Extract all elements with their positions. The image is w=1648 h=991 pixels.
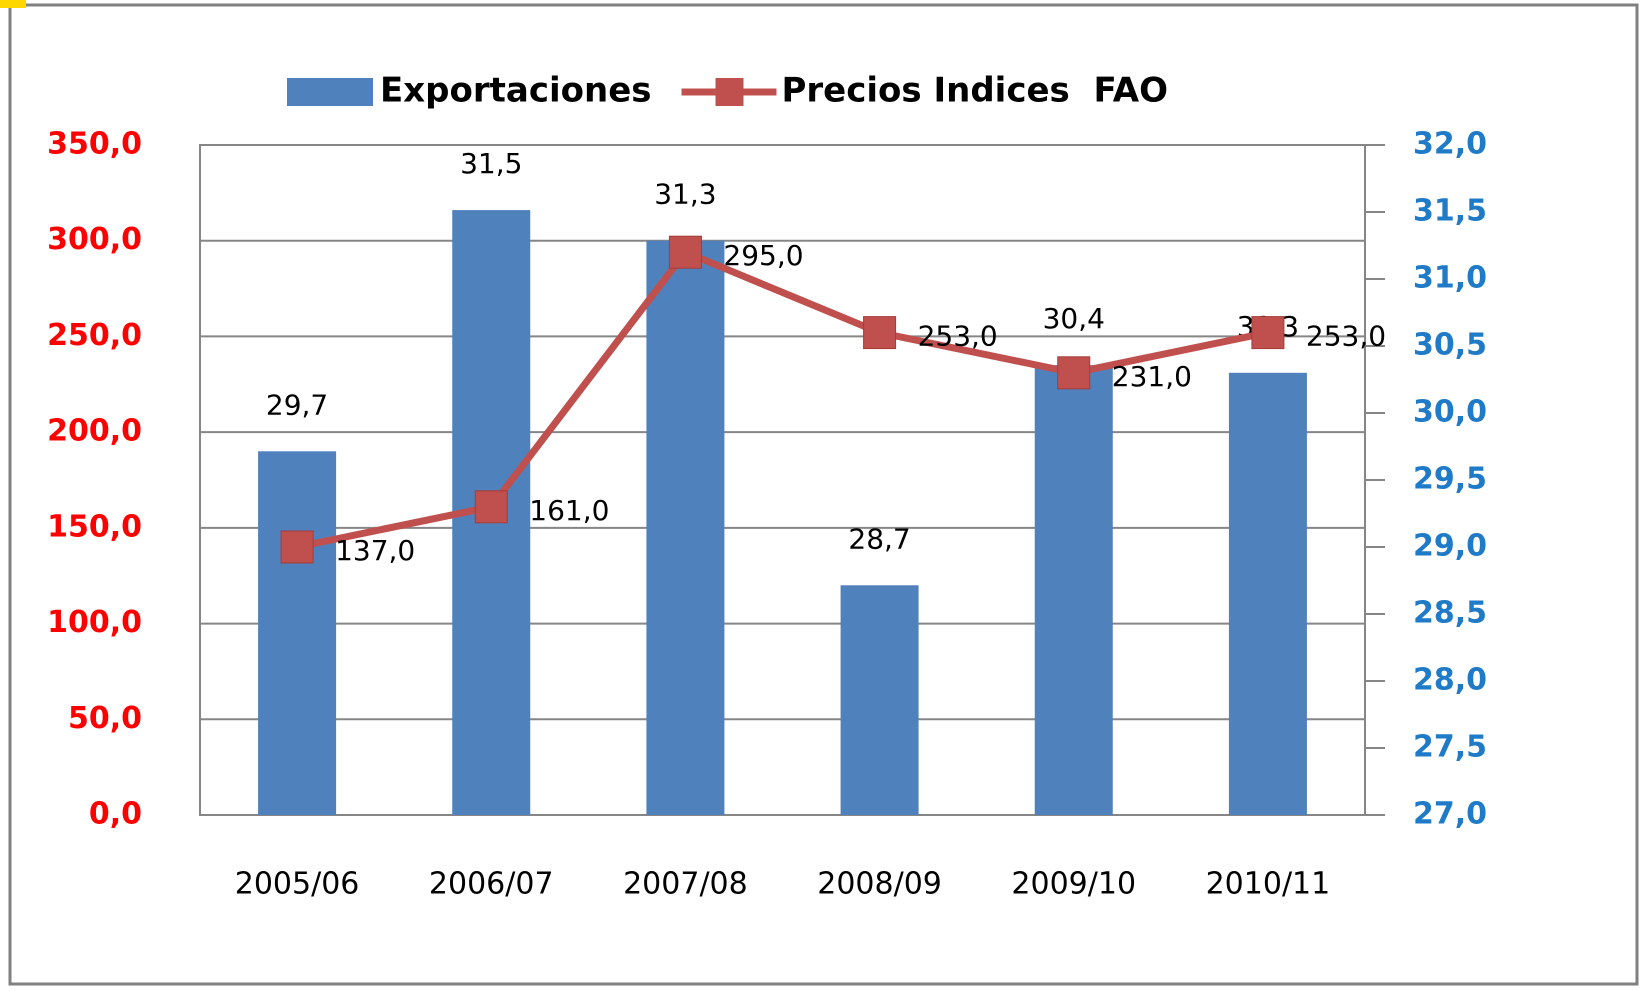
y2-tick-label: 32,0 [1413,127,1487,162]
line [296,247,1269,551]
line-label: 231,0 [1112,360,1192,393]
y2-tick-label: 28,5 [1413,596,1487,631]
corner-mark [0,0,26,8]
bar-label: 28,7 [848,522,910,555]
line-label: 137,0 [335,534,415,567]
line-label: 253,0 [1306,320,1386,353]
x-tick-label: 2009/10 [1011,867,1136,902]
line-marker [474,490,508,524]
y2-tick-label: 27,5 [1413,730,1487,765]
line-label: 295,0 [723,239,803,272]
bar-label: 29,7 [266,388,328,421]
line-marker [280,530,314,564]
y2-tick-label: 29,5 [1413,462,1487,497]
y-tick-label: 150,0 [47,509,142,544]
y2-tick-label: 31,5 [1413,194,1487,229]
y-tick-label: 300,0 [47,222,142,257]
x-tick-label: 2010/11 [1206,867,1331,902]
legend-marker [715,78,744,106]
line-marker [1057,356,1091,390]
legend-swatch [287,78,373,106]
y2-tick-label: 27,0 [1413,797,1487,832]
line-marker [1251,316,1285,350]
line-label: 161,0 [529,494,609,527]
bar [646,240,725,815]
legend-label: Exportaciones [380,71,652,111]
bar [1228,372,1307,815]
line-label: 253,0 [918,320,998,353]
line-marker [668,235,702,269]
y2-tick-label: 30,5 [1413,328,1487,363]
legend-label: Precios Indices FAO [782,71,1169,111]
y-tick-label: 250,0 [47,318,142,353]
x-tick-label: 2005/06 [235,867,360,902]
line-marker [863,316,897,350]
x-tick-label: 2008/09 [817,867,942,902]
y2-tick-label: 30,0 [1413,395,1487,430]
y-tick-label: 100,0 [47,605,142,640]
bar [840,585,919,815]
y-tick-label: 350,0 [47,127,142,162]
bar-label: 31,5 [460,147,522,180]
bar-label: 31,3 [654,178,716,211]
y-tick-label: 200,0 [47,414,142,449]
x-tick-label: 2007/08 [623,867,748,902]
x-tick-label: 2006/07 [429,867,554,902]
chart-frame [8,3,1639,986]
bar [258,451,337,815]
bar [1034,365,1113,815]
y2-tick-label: 31,0 [1413,261,1487,296]
y-tick-label: 0,0 [89,797,142,832]
y2-tick-label: 28,0 [1413,663,1487,698]
y2-tick-label: 29,0 [1413,529,1487,564]
bar-label: 30,4 [1043,302,1105,335]
y-tick-label: 50,0 [68,701,142,736]
